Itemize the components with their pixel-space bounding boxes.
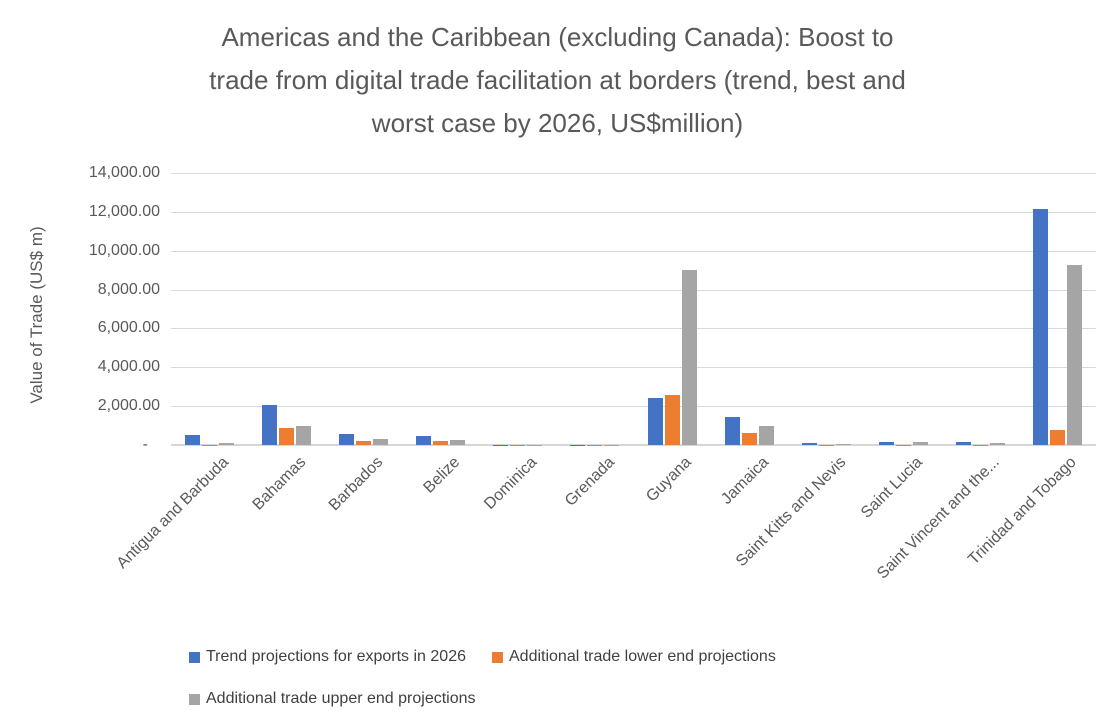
legend-label: Trend projections for exports in 2026 [206, 648, 466, 665]
gridline [171, 173, 1096, 174]
y-tick-label: 2,000.00 [97, 397, 160, 415]
bar-series-1 [955, 442, 971, 445]
y-tick-label: - [142, 436, 148, 453]
gridline [171, 328, 1096, 330]
gridline [171, 406, 1096, 408]
bar-series-2 [741, 432, 757, 445]
bar-series-3 [450, 440, 466, 445]
bar-series-1 [339, 433, 355, 445]
chart-title-line-3: worst case by 2026, US$million) [371, 108, 744, 138]
legend-swatch-icon [189, 693, 200, 705]
bar-series-2 [433, 440, 449, 445]
x-axis-label: Guyana [643, 453, 695, 506]
legend-row: Additional trade upper end projections [189, 688, 1049, 710]
bar-series-3 [219, 442, 235, 445]
y-tick-label: 8,000.00 [97, 280, 160, 298]
x-axis-label: Grenada [561, 453, 618, 510]
bar-series-1 [185, 434, 201, 445]
y-tick-label: 12,000.00 [88, 202, 160, 220]
legend-label: Additional trade upper end projections [206, 690, 476, 707]
y-tick-label: 6,000.00 [97, 319, 160, 337]
plot-area [171, 173, 1096, 446]
bar-series-3 [681, 270, 697, 445]
legend-item: Trend projections for exports in 2026 [189, 648, 466, 666]
bar-series-2 [664, 394, 680, 445]
bar-series-2 [356, 440, 372, 445]
x-axis-label: Bahamas [249, 453, 310, 514]
legend-label: Additional trade lower end projections [509, 648, 776, 665]
bar-series-3 [758, 425, 774, 445]
gridline [171, 250, 1096, 252]
bar-series-3 [989, 442, 1005, 445]
x-axis-line [171, 444, 1096, 446]
bar-series-1 [724, 416, 740, 445]
y-tick-label: 4,000.00 [97, 358, 160, 376]
bar-series-3 [835, 444, 851, 445]
x-axis-label: Jamaica [717, 453, 772, 508]
bar-series-1 [1032, 208, 1048, 445]
x-axis-label: Saint Lucia [858, 453, 927, 522]
gridline [171, 211, 1096, 213]
gridline [171, 367, 1096, 369]
legend-swatch-icon [492, 651, 503, 663]
x-axis-label: Belize [420, 453, 464, 497]
bar-series-1 [647, 397, 663, 445]
bar-series-1 [801, 443, 817, 445]
chart-title-line-1: Americas and the Caribbean (excluding Ca… [221, 22, 894, 52]
bar-series-3 [912, 441, 928, 445]
legend-item: Additional trade lower end projections [492, 648, 776, 666]
x-axis-label: Barbados [325, 453, 387, 515]
x-axis-label: Dominica [481, 453, 541, 513]
bar-series-2 [1049, 429, 1065, 445]
y-tick-label: 10,000.00 [88, 241, 160, 259]
bar-series-1 [416, 436, 432, 445]
bar-series-3 [373, 439, 389, 445]
y-tick-label: 14,000.00 [88, 164, 160, 181]
legend-swatch-icon [189, 651, 200, 663]
legend-item: Additional trade upper end projections [189, 690, 476, 708]
bar-series-3 [296, 425, 312, 445]
legend: Trend projections for exports in 2026 Add… [189, 646, 1049, 724]
gridline [171, 289, 1096, 291]
bar-series-3 [1066, 265, 1082, 445]
bar-series-2 [279, 427, 295, 445]
legend-row: Trend projections for exports in 2026 Add… [189, 646, 1049, 668]
bar-series-1 [878, 442, 894, 445]
bar-series-1 [262, 405, 278, 445]
chart-title-line-2: trade from digital trade facilitation at… [209, 65, 906, 95]
chart-title: Americas and the Caribbean (excluding Ca… [60, 16, 1055, 145]
x-axis-label: Antigua and Barbuda [113, 453, 233, 573]
